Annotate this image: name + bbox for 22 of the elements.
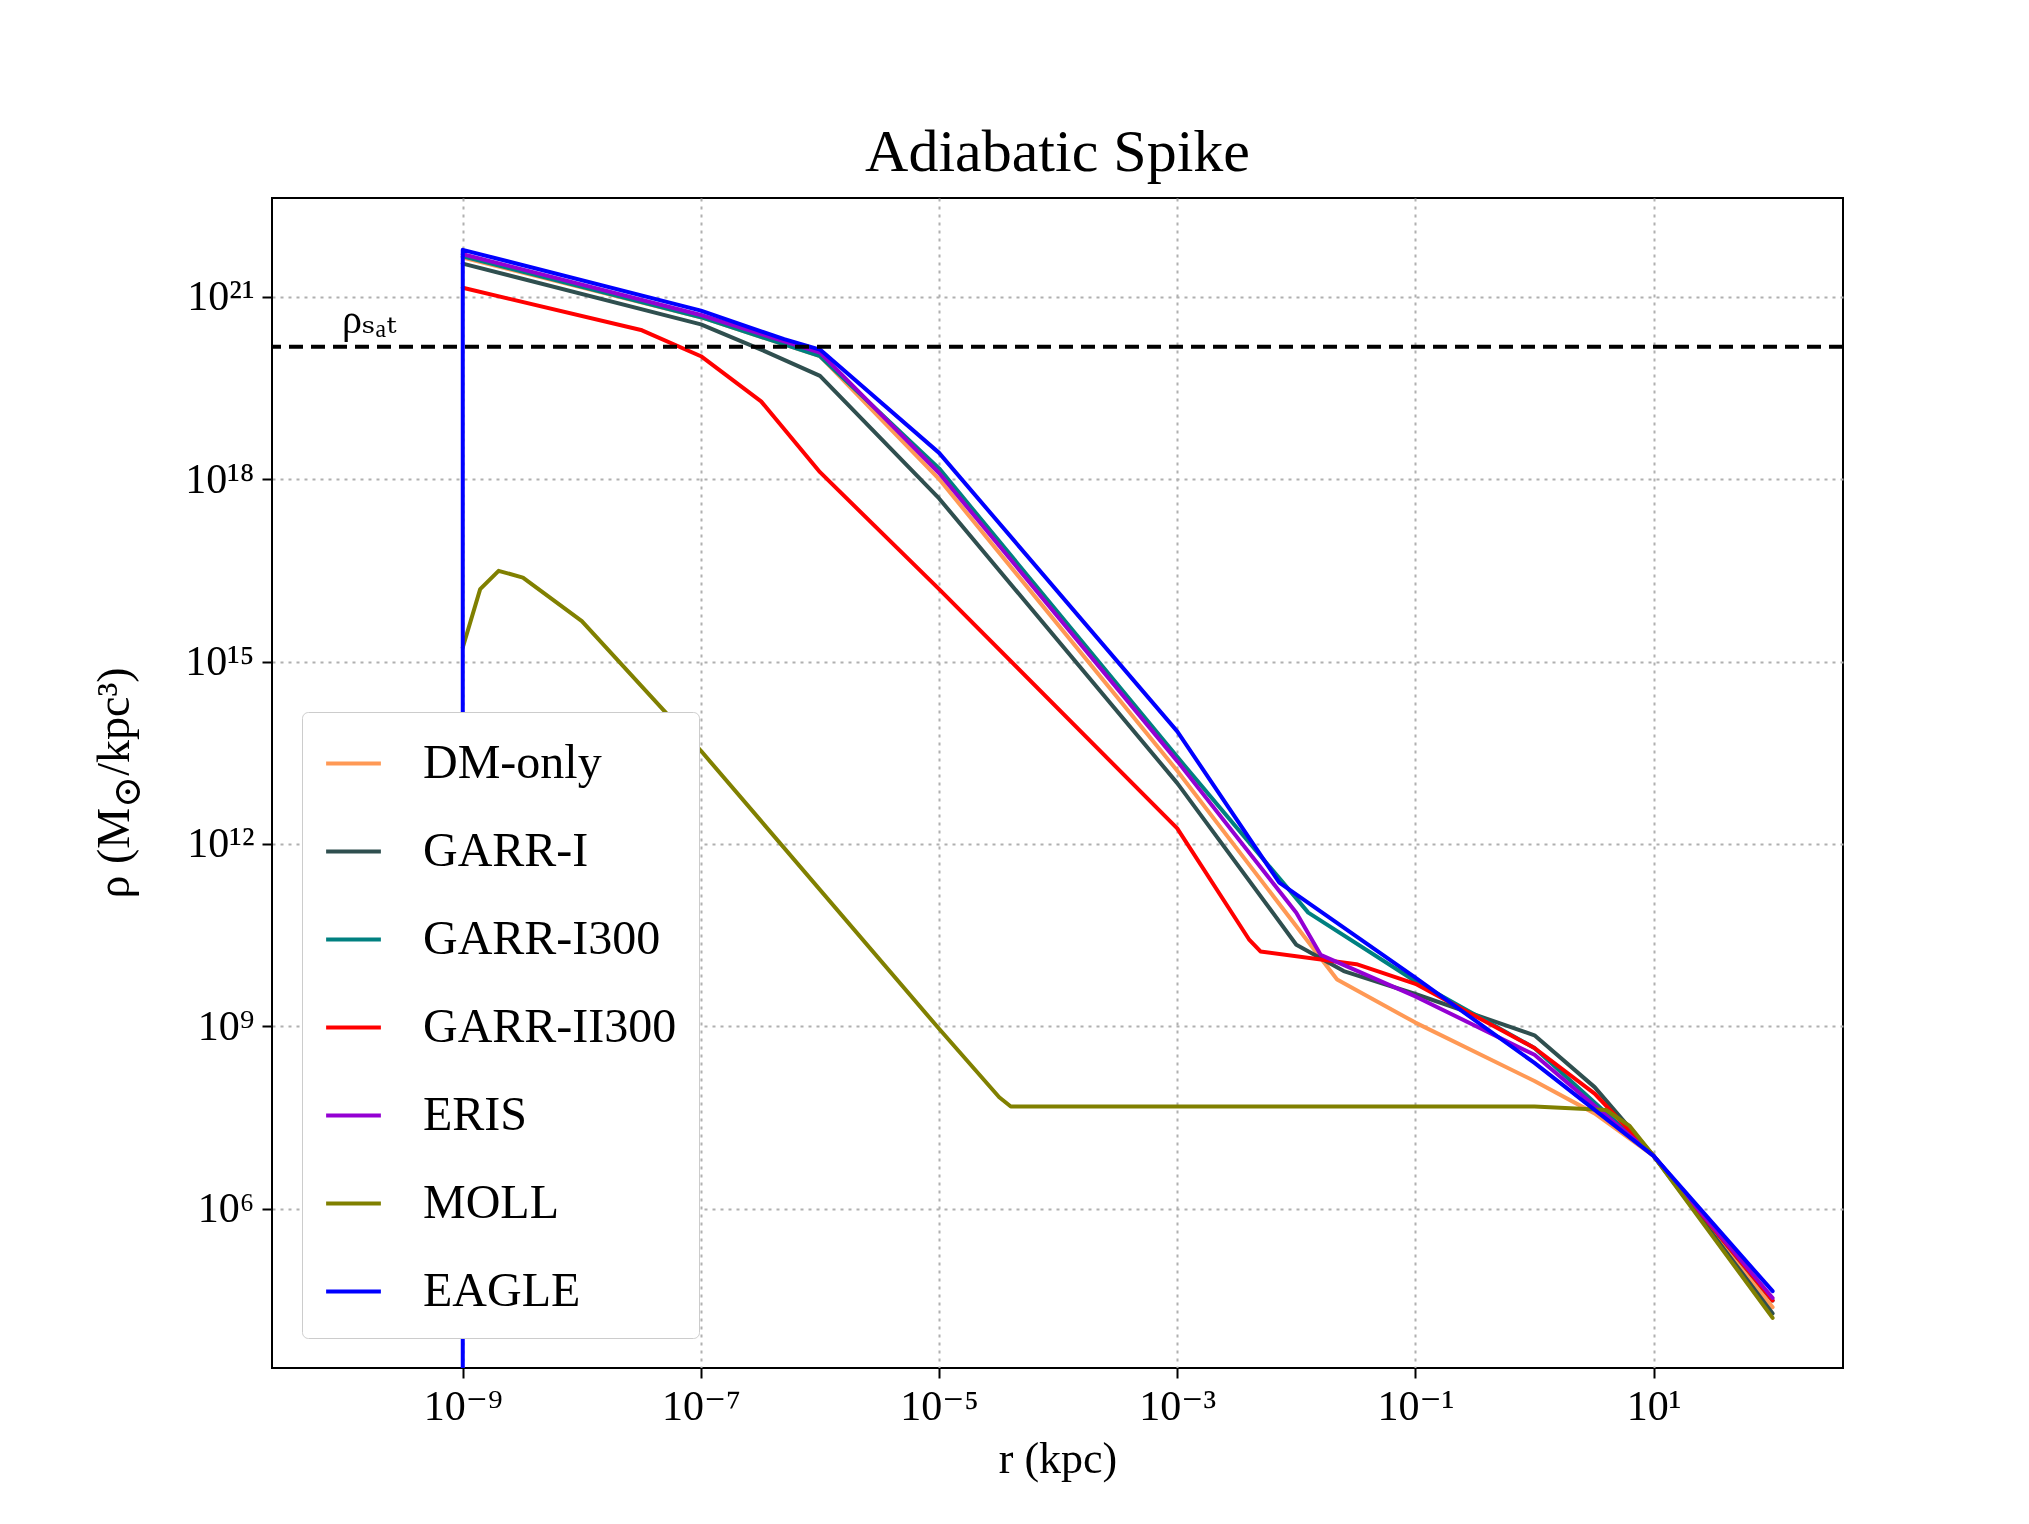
y-tick-label: 10¹⁵ — [185, 638, 255, 684]
y-tick-label: 10⁹ — [197, 1002, 255, 1049]
legend-label: ERIS — [423, 1086, 528, 1140]
x-tick-label: 10⁻⁷ — [662, 1382, 741, 1429]
x-tick-label: 10⁻³ — [1139, 1382, 1217, 1429]
y-tick-label: 10⁶ — [197, 1185, 255, 1232]
x-tick-label: 10⁻¹ — [1377, 1382, 1455, 1429]
x-tick-label: 10¹ — [1626, 1382, 1682, 1429]
legend-label: DM-only — [423, 734, 602, 788]
x-axis-title: r (kpc) — [998, 1433, 1118, 1483]
legend-label: GARR-II300 — [423, 998, 677, 1052]
y-tick-label: 10¹² — [187, 820, 255, 867]
legend-label: MOLL — [423, 1174, 559, 1228]
legend-label: GARR-I — [423, 822, 589, 876]
ref-line-label: ρₛₐₜ — [342, 296, 397, 342]
legend-label: GARR-I300 — [423, 910, 661, 964]
chart-title: Adiabatic Spike — [865, 118, 1250, 184]
x-tick-label: 10⁻⁹ — [423, 1382, 503, 1429]
y-tick-label: 10²¹ — [187, 273, 255, 320]
y-tick-label: 10¹⁸ — [185, 455, 255, 502]
x-tick-label: 10⁻⁵ — [900, 1382, 979, 1429]
legend-label: EAGLE — [423, 1262, 581, 1316]
